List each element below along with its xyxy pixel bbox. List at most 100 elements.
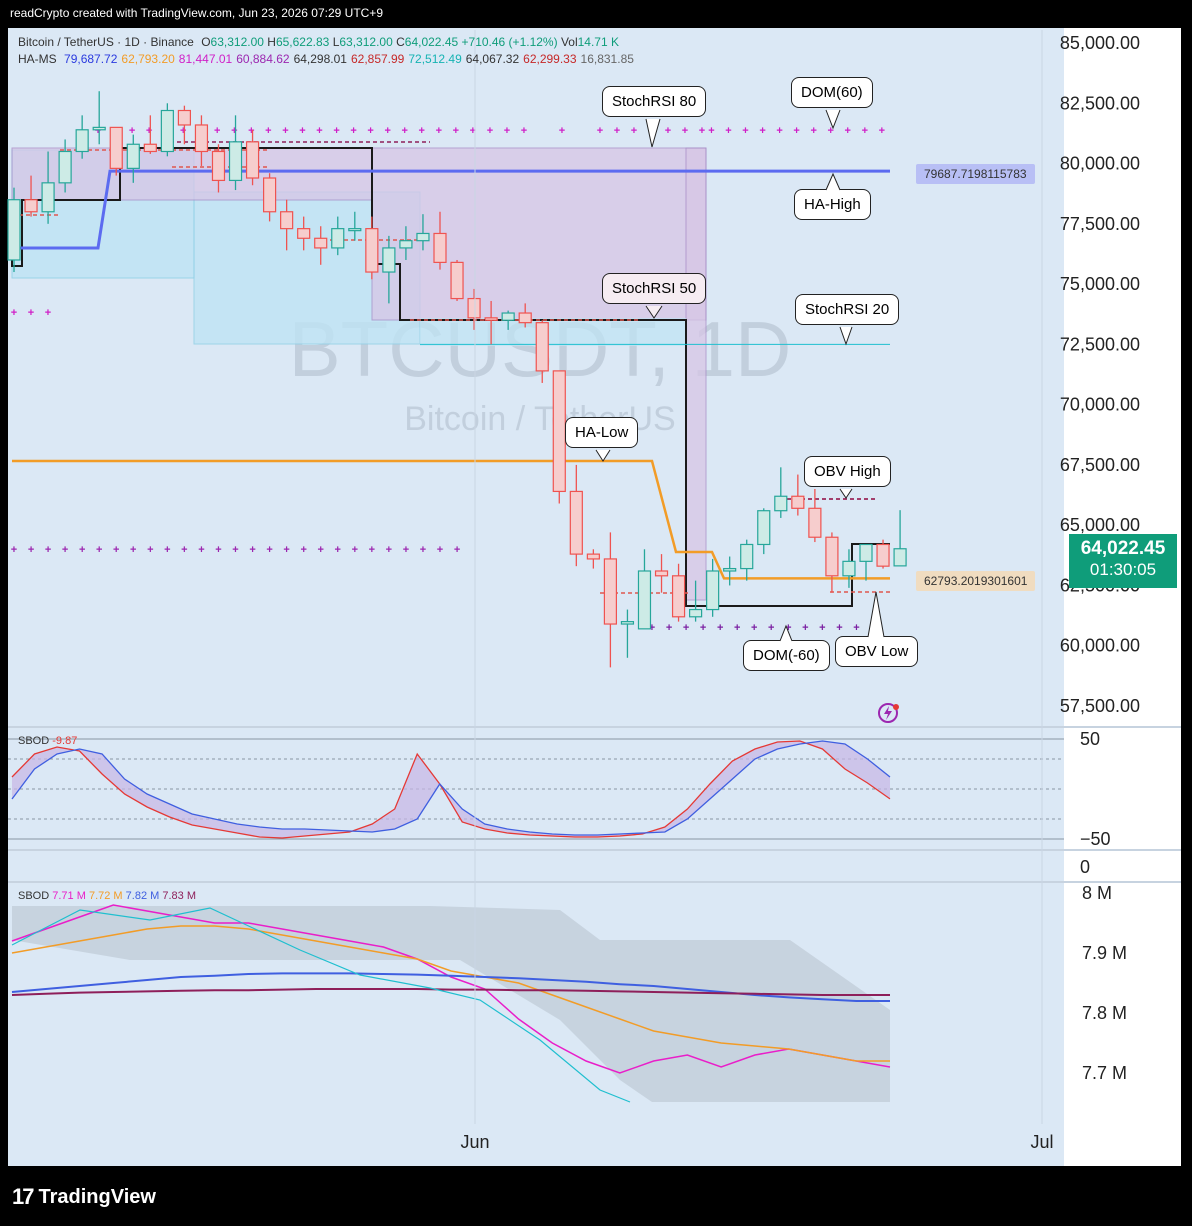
sbod1-series-2 xyxy=(11,740,891,836)
dot-marker: + xyxy=(828,125,834,137)
sbod2-v3: 7.82 M xyxy=(125,890,160,902)
lightning-icon[interactable] xyxy=(878,703,898,723)
candle-body xyxy=(245,141,260,179)
price-axis-label: 85,000.00 xyxy=(1060,33,1140,53)
dot-marker: + xyxy=(836,622,842,634)
candle-body xyxy=(535,322,549,372)
candle-body xyxy=(842,560,856,577)
annotation-ha-high[interactable]: HA-High xyxy=(794,189,871,220)
zone-light-blue-3 xyxy=(420,318,686,346)
annotation-obv-high[interactable]: OBV High xyxy=(804,456,891,487)
candle-body xyxy=(58,150,72,184)
legend-ha-ms-label: HA-MS xyxy=(18,52,57,66)
annotation-ha-low[interactable]: HA-Low xyxy=(565,417,639,448)
dot-marker: + xyxy=(665,125,671,137)
dot-marker: + xyxy=(147,544,153,556)
dot-marker: + xyxy=(682,125,688,137)
time-label-jul: Jul xyxy=(1030,1132,1053,1152)
price-axis-label: 60,000.00 xyxy=(1060,636,1140,656)
ha-ms-value: 79,687.72 xyxy=(64,52,118,66)
dot-marker: + xyxy=(282,125,288,137)
dot-marker: + xyxy=(248,125,254,137)
dot-marker: + xyxy=(725,125,731,137)
sbod1-panel-bg xyxy=(8,727,1064,849)
dot-marker: + xyxy=(28,307,34,319)
dot-marker: + xyxy=(79,544,85,556)
sbod2-v1: 7.71 M xyxy=(52,890,86,902)
dot-marker: + xyxy=(214,125,220,137)
dot-marker: + xyxy=(631,125,637,137)
candle-body xyxy=(160,109,174,153)
sbod2-series-1 xyxy=(11,904,891,1074)
sbod1-fill xyxy=(12,741,890,838)
candle-body xyxy=(552,370,566,493)
annotation-dom60[interactable]: DOM(60) xyxy=(791,77,873,108)
ha-high-tag: 79687.7198115783 xyxy=(916,164,1035,184)
legend-h-label: H xyxy=(267,35,276,49)
candle-body xyxy=(109,126,123,169)
price-axis-label: 70,000.00 xyxy=(1060,395,1140,415)
legend-ha-ms-values: 79,687.72 62,793.20 81,447.01 60,884.62 64,2… xyxy=(60,52,634,66)
candle-body xyxy=(228,141,243,182)
annotation-stochrsi20[interactable]: StochRSI 20 xyxy=(795,294,900,325)
candle-body xyxy=(75,129,89,153)
dot-marker: + xyxy=(369,544,375,556)
sbod2-label: SBOD xyxy=(18,890,50,902)
dot-marker: + xyxy=(130,544,136,556)
candle-body xyxy=(41,182,55,213)
dot-marker: + xyxy=(683,622,689,634)
dot-marker: + xyxy=(45,544,51,556)
dot-marker: + xyxy=(402,125,408,137)
legend-vol: 14.71 K xyxy=(577,35,619,49)
footer-brand: 17 TradingView xyxy=(12,1184,156,1210)
annotation-stochrsi50[interactable]: StochRSI 50 xyxy=(602,273,707,304)
sbod2-tick: 7.9 M xyxy=(1082,943,1127,963)
dot-marker: + xyxy=(768,622,774,634)
legend-ha-ms: HA-MS 79,687.72 62,793.20 81,447.01 60,884.… xyxy=(18,52,634,66)
zone-purple-1 xyxy=(11,147,373,201)
sbod2-tick: 7.7 M xyxy=(1082,1063,1127,1083)
ha-low-tag: 62793.2019301601 xyxy=(916,571,1036,591)
dot-marker: + xyxy=(45,307,51,319)
candle-body xyxy=(211,150,226,182)
candle-body xyxy=(433,232,447,263)
time-label-jun: Jun xyxy=(460,1132,489,1152)
dot-marker: + xyxy=(453,125,459,137)
dot-marker: + xyxy=(352,544,358,556)
dot-marker: + xyxy=(215,544,221,556)
candle-body xyxy=(177,109,191,126)
sbod2-legend: SBOD 7.71 M 7.72 M 7.82 M 7.83 M xyxy=(18,890,196,902)
ha-high-line xyxy=(12,169,890,250)
dot-marker: + xyxy=(648,125,654,137)
candle-body xyxy=(637,570,652,630)
legend-l-label: L xyxy=(332,35,340,49)
dot-marker: + xyxy=(11,307,17,319)
dot-marker: + xyxy=(367,125,373,137)
dot-marker: + xyxy=(793,125,799,137)
dot-marker: + xyxy=(318,544,324,556)
footer-brand-text: TradingView xyxy=(38,1185,156,1208)
sbod2-series-2 xyxy=(11,925,890,1062)
candle-body xyxy=(331,228,345,249)
dot-marker: + xyxy=(384,125,390,137)
legend-symbol: Bitcoin / TetherUS · 1D · Binance xyxy=(18,35,194,49)
candle-body xyxy=(24,199,38,213)
dot-marker: + xyxy=(28,544,34,556)
dot-marker: + xyxy=(146,125,152,137)
legend-c: 64,022.45 xyxy=(404,35,459,49)
annotation-obv-low[interactable]: OBV Low xyxy=(835,636,919,667)
candle-body xyxy=(893,548,907,567)
dot-marker: + xyxy=(436,125,442,137)
candle-body xyxy=(808,507,822,538)
candle-body xyxy=(757,510,771,546)
legend-l: 63,312.00 xyxy=(339,35,393,49)
candle-body xyxy=(484,317,498,321)
dot-marker: + xyxy=(785,622,791,634)
dot-marker: + xyxy=(742,125,748,137)
current-price-box: 64,022.45 01:30:05 xyxy=(1069,534,1177,588)
annotation-dom-neg60[interactable]: DOM(-60) xyxy=(743,640,830,671)
dot-marker: + xyxy=(180,125,186,137)
candle-body xyxy=(688,608,703,618)
annotation-stochrsi80[interactable]: StochRSI 80 xyxy=(602,86,707,117)
